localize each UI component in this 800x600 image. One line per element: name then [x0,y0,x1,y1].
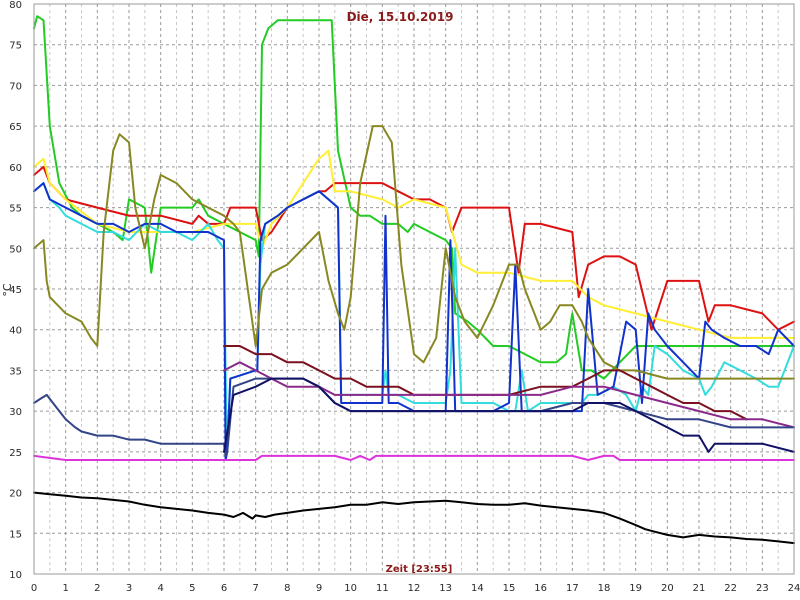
series-lines [33,15,795,545]
series-line-4 [33,182,795,453]
x-tick-label: 6 [221,583,227,594]
series-line-10 [223,377,795,453]
y-tick-label: 65 [9,122,22,133]
y-tick-label: 30 [9,407,22,418]
x-tick-label: 22 [724,583,737,594]
y-tick-label: 45 [9,285,22,296]
y-tick-label: 35 [9,366,22,377]
y-tick-label: 20 [9,489,22,500]
x-tick-label: 0 [31,583,37,594]
x-tick-label: 8 [284,583,290,594]
x-tick-label: 5 [189,583,195,594]
x-tick-label: 24 [788,583,800,594]
y-tick-label: 80 [9,0,22,11]
x-tick-label: 23 [756,583,769,594]
x-tick-label: 19 [629,583,642,594]
y-tick-label: 55 [9,204,22,215]
x-tick-label: 11 [376,583,389,594]
series-line-11 [33,454,795,461]
y-tick-label: 15 [9,529,22,540]
chart-title: Die, 15.10.2019 [347,10,454,24]
x-tick-label: 21 [693,583,706,594]
x-tick-label: 4 [157,583,163,594]
y-tick-label: 10 [9,570,22,581]
y-tick-label: 75 [9,41,22,52]
x-tick-label: 14 [471,583,484,594]
x-tick-label: 17 [566,583,579,594]
x-tick-label: 16 [534,583,547,594]
y-axis-label: °C [1,283,14,297]
x-tick-label: 15 [503,583,516,594]
x-tick-label: 18 [598,583,611,594]
y-tick-label: 50 [9,244,22,255]
series-line-8 [223,361,795,429]
y-tick-label: 70 [9,81,22,92]
series-line-12 [33,491,795,545]
x-tick-label: 2 [94,583,100,594]
plot-frame [33,3,795,575]
x-tick-label: 9 [316,583,322,594]
series-line-9 [33,377,795,457]
series-line-1 [33,15,795,380]
x-tick-label: 7 [252,583,258,594]
x-axis-label: Zeit [23:55] [386,564,453,575]
x-tick-label: 1 [62,583,68,594]
x-tick-label: 10 [344,583,357,594]
x-tick-label: 13 [439,583,452,594]
y-tick-label: 25 [9,448,22,459]
x-tick-label: 20 [661,583,674,594]
tick-labels: 0 1 2 3 4 5 6 7 8 9 10 11 12 13 14 15 16 17 18 19 20 21 22 23 24… [9,0,800,594]
x-tick-label: 12 [408,583,421,594]
y-tick-label: 60 [9,163,22,174]
series-line-6 [33,125,795,380]
x-tick-label: 3 [126,583,132,594]
y-tick-label: 40 [9,326,22,337]
series-line-3 [33,149,795,339]
